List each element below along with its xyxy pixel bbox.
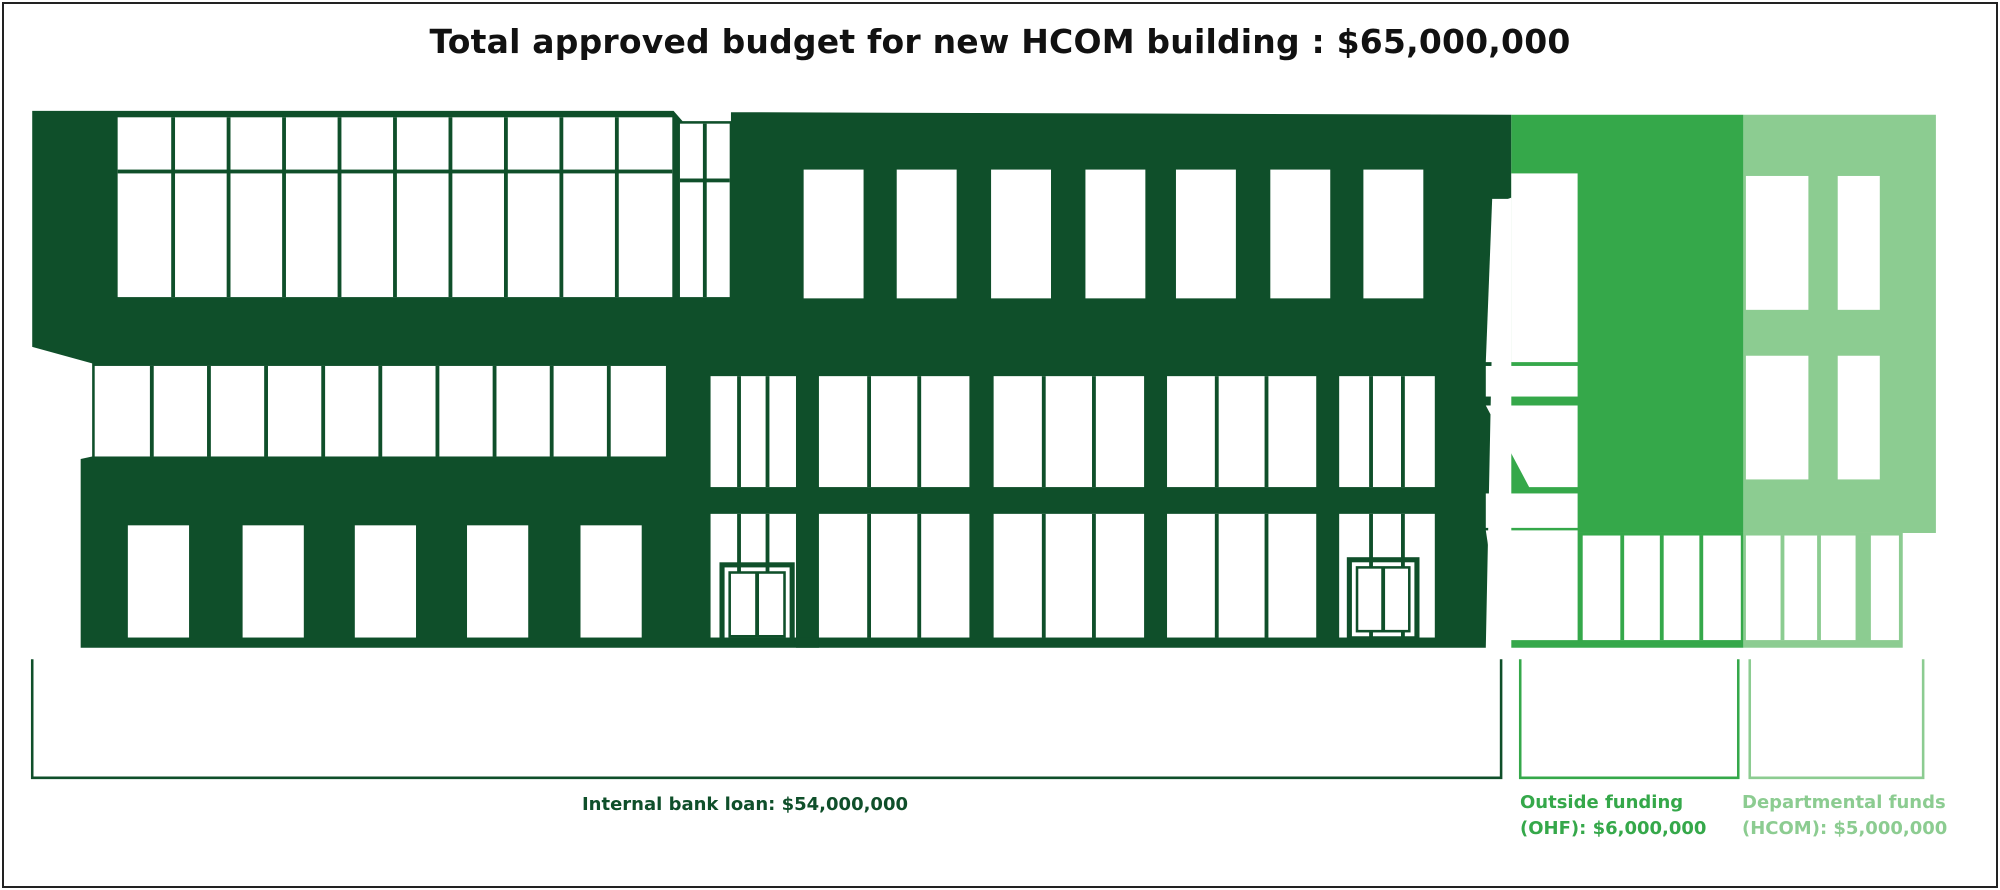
window-mullion [702, 123, 707, 298]
window-mullion [614, 117, 619, 298]
window-dept-ground-narrow [1870, 535, 1899, 641]
window-mullion [1620, 535, 1625, 641]
window-mullion [1092, 376, 1096, 488]
window-ground [580, 525, 642, 638]
window-mullion [1214, 513, 1219, 638]
pillar-base [795, 637, 819, 648]
window-dept-upper [1837, 175, 1880, 310]
window-mullion [1817, 535, 1821, 641]
window-mullion [765, 376, 770, 488]
window-mullion [337, 117, 342, 298]
window-dept-ground [1745, 535, 1856, 641]
window-ohf-edge [1485, 198, 1512, 363]
window-mullion [1041, 376, 1046, 488]
window-transom [117, 169, 673, 174]
window-dept-upper [1837, 355, 1880, 480]
window-mullion [1214, 376, 1219, 488]
bracket-outside-funding [1518, 659, 1740, 780]
window-mullion [1699, 535, 1704, 641]
window-mullion [1041, 513, 1046, 638]
bracket-departmental-funds [1748, 659, 1925, 780]
window-ground [242, 525, 304, 638]
window-group-middle [1339, 376, 1435, 488]
window-mullion [207, 365, 211, 457]
window-ohf-band [1485, 493, 1578, 528]
label-dept-line1: Departmental funds [1742, 792, 1946, 813]
door-divider [755, 572, 760, 637]
label-departmental-funds: Departmental funds (HCOM): $5,000,000 [1742, 790, 1947, 842]
window-mullion [503, 117, 508, 298]
window-upper [896, 169, 957, 299]
label-loan-text: Internal bank loan: $54,000,000 [581, 794, 909, 815]
window-mullion [264, 365, 268, 457]
window-ohf-upper [1511, 173, 1578, 363]
label-ohf-line2: (OHF): $6,000,000 [1520, 818, 1707, 839]
window-mullion [917, 513, 922, 638]
label-dept-line2: (HCOM): $5,000,000 [1742, 818, 1948, 839]
window-mullion [171, 117, 176, 298]
window-ohf-band [1485, 365, 1578, 397]
window-mullion [606, 365, 611, 457]
window-group-ground [1167, 513, 1317, 638]
chart-title: Total approved budget for new HCOM build… [429, 22, 1571, 61]
window-upper [1175, 169, 1236, 299]
window-upper [991, 169, 1052, 299]
window-mullion [1659, 535, 1664, 641]
window-upper [803, 169, 864, 299]
label-ohf-line1: Outside funding [1520, 792, 1684, 813]
window-group-middle [1167, 376, 1317, 488]
window-mullion [867, 376, 872, 488]
window-mullion [917, 376, 922, 488]
window-ground [354, 525, 417, 638]
door-icon [719, 562, 795, 647]
window-mullion [1369, 376, 1373, 488]
window-mullion [1092, 513, 1096, 638]
window-ground [127, 525, 190, 638]
window-upper [1270, 169, 1331, 299]
window-transom [679, 178, 730, 183]
window-mullion [1780, 535, 1785, 641]
window-ground [467, 525, 529, 638]
window-group-ground [993, 513, 1145, 638]
window-mullion [321, 365, 326, 457]
window-dept-upper [1745, 175, 1809, 310]
window-mullion [867, 513, 872, 638]
window-upper [1085, 169, 1146, 299]
bracket-internal-loan [30, 659, 1503, 780]
window-mullion [492, 365, 497, 457]
window-ohf-slant [1485, 530, 1578, 641]
window-mullion [378, 365, 383, 457]
window-mullion [149, 365, 154, 457]
window-mullion [559, 117, 564, 298]
window-mullion [549, 365, 554, 457]
window-group-middle [993, 376, 1145, 488]
window-mullion [1264, 376, 1269, 488]
window-mullion [393, 117, 397, 298]
window-mullion [448, 117, 453, 298]
window-group-ground [818, 513, 970, 638]
label-outside-funding: Outside funding (OHF): $6,000,000 [1520, 790, 1706, 842]
window-mullion [282, 117, 286, 298]
window-upper [1363, 169, 1424, 299]
window-mullion [226, 117, 231, 298]
door-divider [1381, 567, 1386, 632]
window-mullion [737, 376, 741, 488]
window-mullion [1401, 376, 1405, 488]
window-mullion [1264, 513, 1269, 638]
window-mullion [435, 365, 440, 457]
window-ohf-slant [1485, 405, 1578, 488]
window-group-middle [818, 376, 970, 488]
door-icon [1346, 557, 1420, 642]
window-group-middle [710, 376, 796, 488]
window-dept-upper [1745, 355, 1809, 480]
label-internal-bank-loan: Internal bank loan: $54,000,000 [500, 792, 990, 818]
